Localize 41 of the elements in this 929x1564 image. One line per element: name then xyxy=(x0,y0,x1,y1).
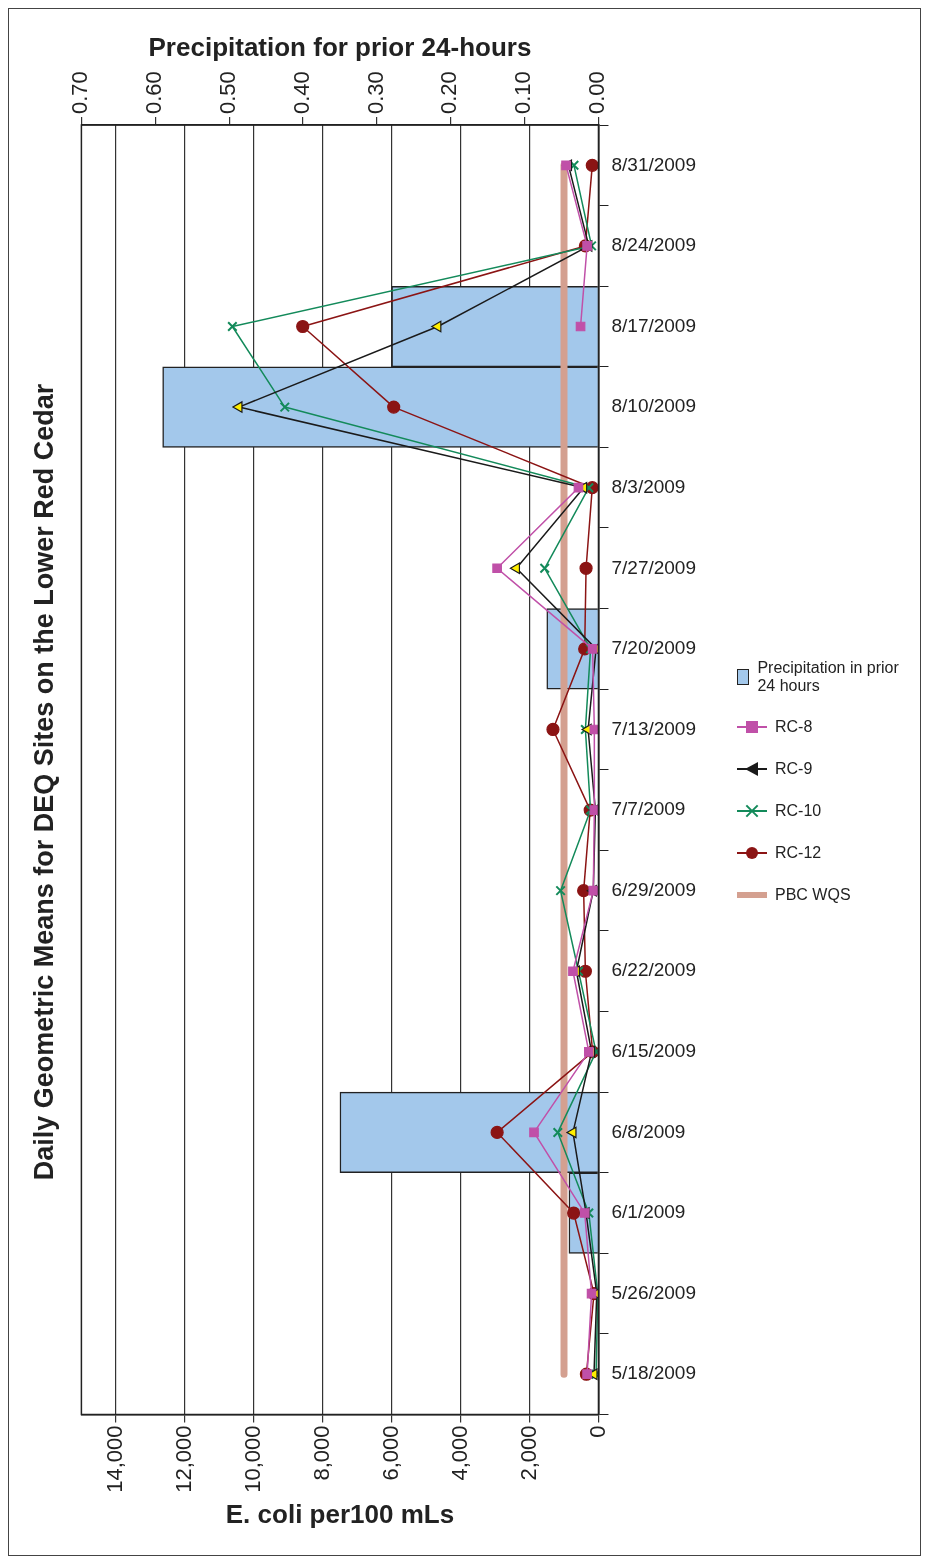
x-tick-label: 14,000 xyxy=(101,1425,127,1493)
x-tick-label: 12,000 xyxy=(170,1425,196,1493)
y-tick-label: 6/29/2009 xyxy=(611,878,697,900)
y-tick-label: 5/18/2009 xyxy=(611,1362,697,1384)
x2-tick-label: 0.40 xyxy=(288,71,314,115)
y-tick-label: 7/7/2009 xyxy=(611,798,686,820)
x-tick-label: 0 xyxy=(584,1425,610,1438)
y-tick-label: 6/8/2009 xyxy=(611,1120,686,1142)
y-tick-label: 7/13/2009 xyxy=(611,717,697,739)
x-tick-label: 4,000 xyxy=(446,1425,472,1481)
y-tick-label: 8/3/2009 xyxy=(611,475,686,497)
x2-tick-label: 0.70 xyxy=(67,71,93,115)
x2-tick-label: 0.30 xyxy=(362,71,388,115)
legend-label: PBC WQS xyxy=(775,886,851,904)
legend-label: RC-12 xyxy=(775,844,822,862)
legend-label: RC-9 xyxy=(775,760,813,778)
y-tick-label: 8/17/2009 xyxy=(611,314,697,336)
y-tick-label: 8/31/2009 xyxy=(611,153,697,175)
x2-tick-label: 0.60 xyxy=(140,71,166,115)
x2-tick-label: 0.20 xyxy=(436,71,462,115)
y-tick-label: 8/24/2009 xyxy=(611,234,697,256)
legend-label: RC-8 xyxy=(775,718,813,736)
x-tick-label: 6,000 xyxy=(377,1425,403,1481)
x-axis-title: E. coli per100 mLs xyxy=(225,1498,455,1529)
x-tick-label: 2,000 xyxy=(515,1425,541,1481)
y-tick-label: 5/26/2009 xyxy=(611,1281,697,1303)
y-tick-label: 6/1/2009 xyxy=(611,1201,686,1223)
x-tick-label: 10,000 xyxy=(239,1425,265,1493)
text: Daily Geometric Means for DEQ Sites on the Lower Red Cedar xyxy=(28,383,59,1181)
y-tick-label: 8/10/2009 xyxy=(611,395,697,417)
x2-axis-title: Precipitation for prior 24-hours xyxy=(148,31,532,62)
y-tick-label: 6/22/2009 xyxy=(611,959,697,981)
x2-tick-label: 0.00 xyxy=(584,71,610,115)
legend-label: Precipitation in prior 24 hours xyxy=(757,659,900,695)
legend-label: RC-10 xyxy=(775,802,822,820)
x2-tick-label: 0.10 xyxy=(510,71,536,115)
y-tick-label: 6/15/2009 xyxy=(611,1040,697,1062)
x-tick-label: 8,000 xyxy=(308,1425,334,1481)
x2-tick-label: 0.50 xyxy=(214,71,240,115)
y-tick-label: 7/20/2009 xyxy=(611,637,697,659)
y-tick-label: 7/27/2009 xyxy=(611,556,697,578)
